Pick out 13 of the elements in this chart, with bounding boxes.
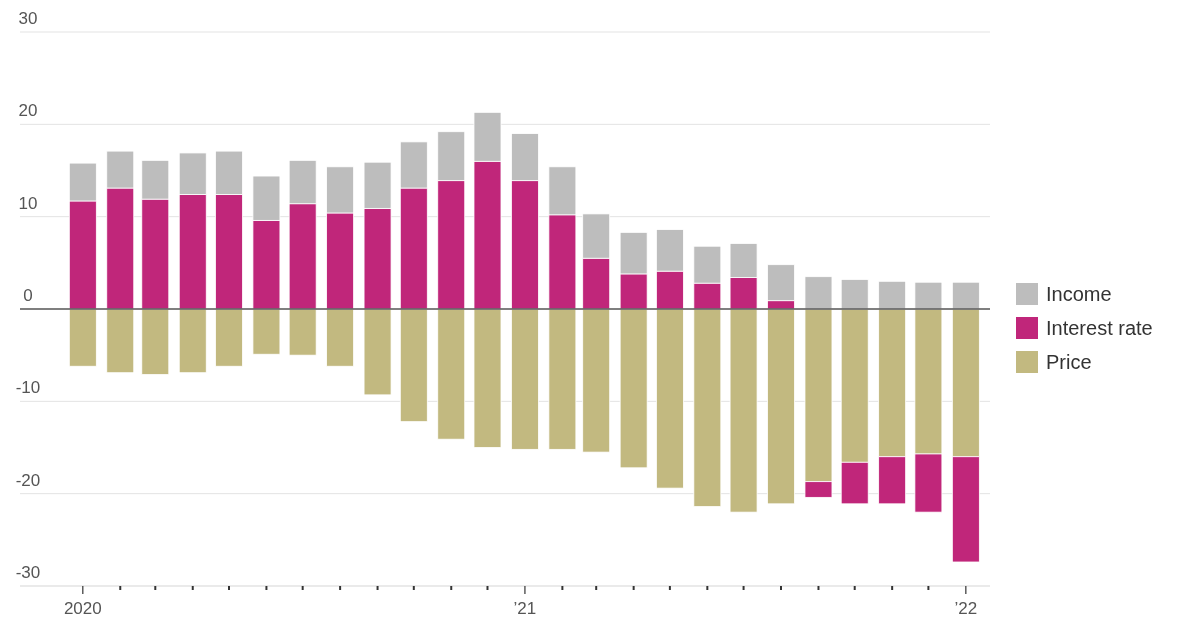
legend-label: Price bbox=[1046, 351, 1092, 373]
y-tick-label: -20 bbox=[15, 470, 41, 490]
legend-label: Income bbox=[1046, 283, 1112, 305]
legend-label: Interest rate bbox=[1046, 317, 1153, 339]
x-tick-label: ’22 bbox=[954, 599, 978, 618]
y-tick-label: 20 bbox=[18, 101, 38, 121]
x-tick-label: ’21 bbox=[513, 599, 537, 618]
y-tick-label: 30 bbox=[18, 9, 38, 28]
y-tick-label: 10 bbox=[18, 193, 38, 213]
y-tick-label: -30 bbox=[15, 563, 41, 582]
y-tick-label: 0 bbox=[23, 286, 33, 305]
y-tick-label: -10 bbox=[15, 378, 41, 398]
x-tick-label: 2020 bbox=[63, 599, 102, 618]
